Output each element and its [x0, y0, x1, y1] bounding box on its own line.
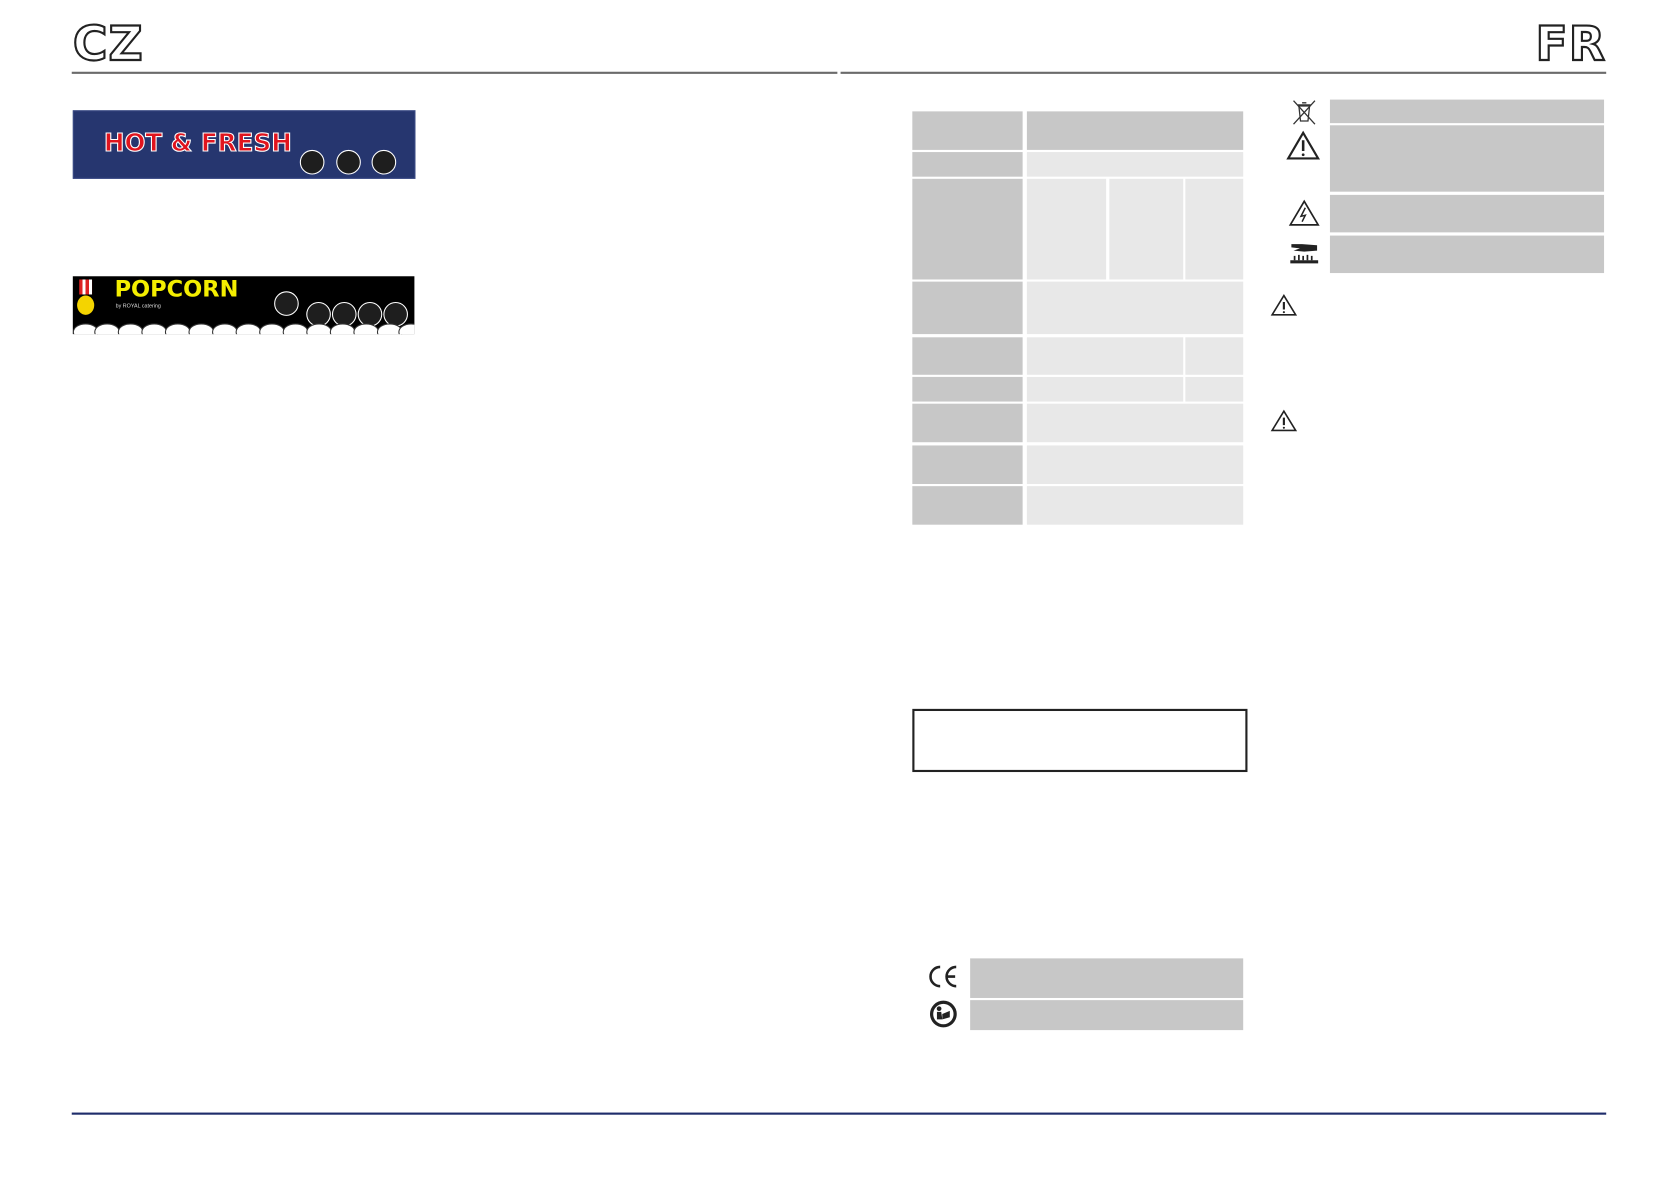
header-rule-left — [71, 71, 838, 74]
table-cell — [912, 376, 1023, 402]
table-cell — [1185, 376, 1244, 402]
hot-fresh-title: HOT & FRESH — [103, 129, 292, 158]
control-knob — [383, 301, 408, 327]
table-cell — [912, 281, 1023, 335]
table-cell — [1026, 376, 1184, 402]
table-cell — [912, 337, 1023, 375]
table-cell — [912, 111, 1023, 150]
table-cell — [1026, 111, 1244, 150]
lang-code-cz: CZ — [72, 17, 144, 72]
ce-mark-icon — [929, 965, 957, 988]
lang-code-fr: FR — [1534, 17, 1607, 72]
table-cell — [912, 152, 1023, 177]
table-cell — [912, 445, 1023, 485]
notice-box — [912, 708, 1248, 773]
warning-icon — [1286, 130, 1321, 160]
table-cell — [1026, 445, 1244, 485]
table-cell — [1026, 152, 1244, 177]
warning-icon — [1270, 294, 1298, 316]
weee-info-bar — [1329, 99, 1605, 124]
hot-surface-icon — [1290, 244, 1319, 264]
table-cell — [912, 178, 1023, 280]
table-cell — [1185, 337, 1244, 375]
warning-info-bar — [1329, 125, 1605, 192]
popcorn-control-panel: POPCORN by ROYAL catering — [72, 276, 415, 335]
table-cell — [1185, 178, 1244, 280]
warning-icon — [1270, 409, 1298, 432]
ce-info-bar — [970, 958, 1244, 998]
table-cell — [912, 403, 1023, 443]
hot-surface-info-bar — [1329, 235, 1605, 274]
hot-fresh-control-panel: HOT & FRESH — [72, 110, 416, 179]
manual-info-bar — [970, 1000, 1244, 1031]
footer-rule — [71, 1112, 1607, 1115]
mascot-icon — [77, 295, 95, 315]
weee-bin-icon — [1293, 100, 1316, 125]
popcorn-title: POPCORN — [114, 276, 239, 302]
read-manual-icon — [929, 1000, 957, 1028]
table-cell — [1026, 281, 1244, 335]
table-cell — [1026, 486, 1244, 525]
electric-hazard-icon — [1288, 199, 1320, 226]
popcorn-subtitle: by ROYAL catering — [115, 303, 161, 310]
table-cell — [1026, 403, 1244, 443]
table-cell — [1026, 178, 1107, 280]
electric-info-bar — [1329, 194, 1605, 233]
control-knob — [336, 149, 361, 175]
control-knob — [371, 149, 397, 175]
header-rule-right — [840, 71, 1607, 74]
control-knob — [331, 301, 357, 327]
table-cell — [912, 486, 1023, 525]
control-knob — [274, 291, 299, 316]
mascot-hat-icon — [79, 279, 93, 295]
control-knob — [306, 301, 331, 327]
control-knob — [299, 149, 325, 175]
table-cell — [1026, 337, 1184, 375]
table-cell — [1109, 178, 1184, 280]
